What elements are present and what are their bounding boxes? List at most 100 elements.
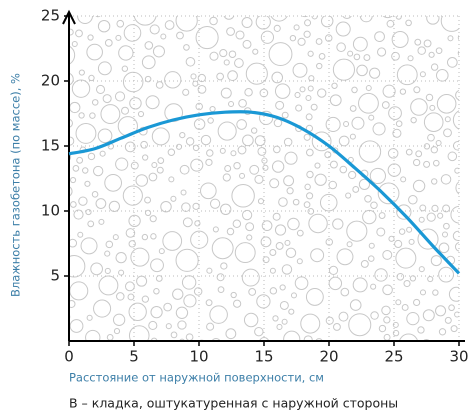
bubble xyxy=(395,299,402,306)
bubble xyxy=(314,173,327,186)
bubble xyxy=(87,34,94,41)
bubble xyxy=(427,275,434,283)
bubble xyxy=(98,275,119,296)
bubble xyxy=(105,240,114,249)
bubble xyxy=(112,234,119,241)
bubble xyxy=(78,196,88,206)
bubble xyxy=(261,220,273,232)
bubble xyxy=(392,329,400,337)
bubble xyxy=(440,174,452,185)
bubble xyxy=(228,100,235,108)
bubble xyxy=(160,200,172,213)
bubble xyxy=(236,119,247,130)
bubble xyxy=(305,287,324,306)
bubble xyxy=(157,157,165,164)
bubble xyxy=(412,158,421,167)
bubble xyxy=(206,149,214,157)
bubble xyxy=(112,313,126,326)
bubble xyxy=(234,242,256,264)
bubble xyxy=(358,92,379,114)
bubble xyxy=(319,193,338,212)
bubble xyxy=(200,134,212,146)
bubble xyxy=(69,45,76,65)
bubble xyxy=(249,164,260,175)
bubble xyxy=(73,209,84,220)
bubble xyxy=(193,118,206,130)
bubble xyxy=(246,234,253,241)
bubble xyxy=(133,16,157,26)
bubble xyxy=(69,185,73,197)
bubble xyxy=(285,247,297,258)
bubble xyxy=(190,73,197,80)
bubble xyxy=(425,93,434,102)
bubble xyxy=(93,299,112,318)
bubble xyxy=(245,62,268,85)
bubble xyxy=(343,121,350,128)
bubble xyxy=(278,197,288,207)
bubble xyxy=(382,16,393,19)
bubble xyxy=(391,51,400,61)
bubble xyxy=(348,313,372,337)
bubble xyxy=(227,70,238,81)
bubble xyxy=(128,240,136,248)
bubble xyxy=(303,133,311,141)
bubble xyxy=(78,69,85,76)
bubble xyxy=(165,323,172,330)
bubble xyxy=(69,176,77,184)
bubble xyxy=(435,139,442,146)
bubble xyxy=(333,323,341,331)
bubble xyxy=(150,233,157,240)
bubble xyxy=(124,141,136,153)
bubble xyxy=(77,231,84,238)
bubble xyxy=(358,140,382,163)
bubble xyxy=(212,226,219,233)
bubble xyxy=(372,122,386,136)
bubble xyxy=(130,161,139,170)
bubble xyxy=(328,180,338,190)
bubble xyxy=(87,152,96,161)
bubble xyxy=(296,258,303,265)
bubble xyxy=(233,299,242,308)
bubble xyxy=(123,24,142,42)
bubble xyxy=(141,233,149,241)
bubble xyxy=(432,159,440,167)
bubble xyxy=(324,34,333,42)
bubble xyxy=(167,148,176,156)
bubble xyxy=(175,143,183,150)
bubble xyxy=(314,162,321,169)
bubble xyxy=(391,31,409,48)
bubble xyxy=(283,175,295,187)
bubble xyxy=(160,33,167,40)
bubble xyxy=(69,201,77,208)
bubble xyxy=(431,178,438,185)
bubble xyxy=(75,29,83,38)
bubble xyxy=(268,42,293,67)
bubble xyxy=(257,198,265,205)
bubble xyxy=(195,25,219,50)
bubble xyxy=(455,181,459,195)
bubble xyxy=(195,102,203,111)
bubble xyxy=(423,112,444,132)
bubble xyxy=(410,116,417,124)
bubble xyxy=(276,323,283,330)
bubble xyxy=(220,262,228,270)
bubble xyxy=(148,172,158,182)
bubble xyxy=(448,286,459,302)
bubble xyxy=(116,292,125,301)
bubble xyxy=(417,46,426,55)
bubble xyxy=(422,309,435,322)
bubble xyxy=(429,104,436,111)
bubble xyxy=(84,180,91,187)
x-axis-title: Расстояние от наружной поверхности, см xyxy=(69,371,324,385)
bubble xyxy=(382,249,393,260)
bubble xyxy=(99,150,106,157)
bubble xyxy=(254,174,264,184)
bubble xyxy=(329,94,342,107)
bubble xyxy=(192,80,199,87)
bubble xyxy=(438,328,447,336)
bubble xyxy=(405,148,413,156)
bubble xyxy=(328,276,343,291)
bubble xyxy=(243,312,259,328)
bubble xyxy=(413,298,421,307)
y-axis-arrow xyxy=(62,9,76,25)
